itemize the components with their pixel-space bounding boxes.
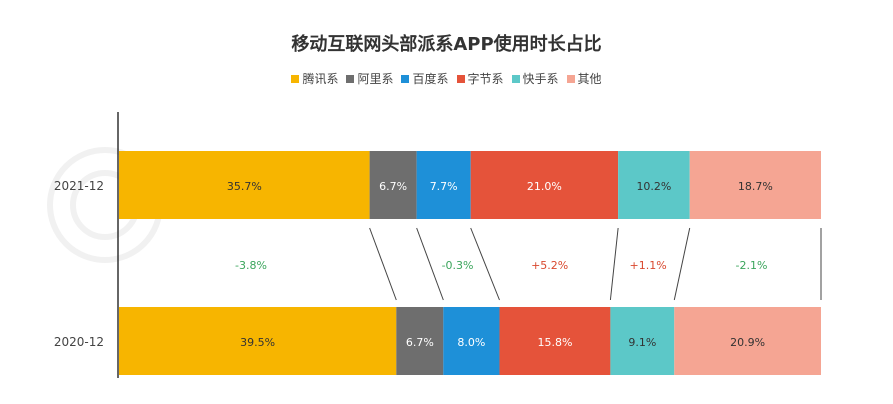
legend-label: 快手系	[522, 72, 559, 86]
change-label: -3.8%	[235, 259, 267, 272]
legend-label: 字节系	[467, 72, 504, 86]
change-label: -2.1%	[736, 259, 768, 272]
data-label: 35.7%	[227, 180, 262, 193]
legend-label: 百度系	[412, 72, 449, 86]
data-label: 39.5%	[240, 336, 275, 349]
data-label: 21.0%	[527, 180, 562, 193]
bar-segment	[610, 307, 675, 375]
category-tick-label: 2020-12	[54, 335, 104, 349]
bar-segment	[470, 151, 619, 219]
bar-segment	[499, 307, 611, 375]
legend-item: 字节系	[456, 70, 504, 87]
bar-segment	[369, 151, 417, 219]
bar-segment	[689, 151, 821, 219]
legend-swatch	[346, 75, 355, 83]
data-label: 9.1%	[628, 336, 656, 349]
change-label: -0.3%	[442, 259, 474, 272]
legend-swatch	[566, 75, 575, 83]
legend-swatch	[511, 75, 520, 83]
bar-segment	[119, 307, 397, 375]
bar-segment	[119, 151, 370, 219]
legend-swatch	[401, 75, 410, 83]
data-label: 18.7%	[738, 180, 773, 193]
connector-line	[369, 227, 397, 301]
legend-swatch	[291, 75, 300, 83]
legend-item: 腾讯系	[291, 70, 338, 87]
data-label: 7.7%	[430, 180, 458, 193]
bar-segment	[396, 307, 444, 375]
bar-segment	[674, 307, 821, 375]
change-label: +1.1%	[630, 259, 667, 272]
data-label: 8.0%	[457, 336, 485, 349]
data-label: 10.2%	[636, 180, 671, 193]
bar-segment	[618, 151, 690, 219]
legend-swatch	[456, 75, 465, 83]
data-label: 20.9%	[730, 336, 765, 349]
legend-item: 其他	[566, 70, 602, 87]
legend-label: 阿里系	[357, 72, 394, 86]
connector-line	[673, 227, 691, 301]
legend-item: 快手系	[511, 70, 559, 87]
connector-line	[470, 227, 500, 301]
bar-segment	[416, 151, 471, 219]
data-label: 15.8%	[537, 336, 572, 349]
legend-label: 腾讯系	[302, 72, 339, 86]
legend-item: 百度系	[401, 70, 449, 87]
data-label: 6.7%	[379, 180, 407, 193]
change-label: +5.2%	[531, 259, 568, 272]
category-tick-label: 2021-12	[54, 179, 104, 193]
data-label: 6.7%	[406, 336, 434, 349]
legend-item: 阿里系	[346, 70, 393, 87]
chart-legend: 腾讯系 阿里系 百度系 字节系 快手系 其他	[0, 70, 893, 87]
chart-title: 移动互联网头部派系APP使用时长占比	[291, 34, 602, 55]
legend-label: 其他	[577, 72, 602, 86]
bar-segment	[443, 307, 500, 375]
connector-line	[609, 227, 619, 301]
connector-line	[416, 227, 444, 301]
